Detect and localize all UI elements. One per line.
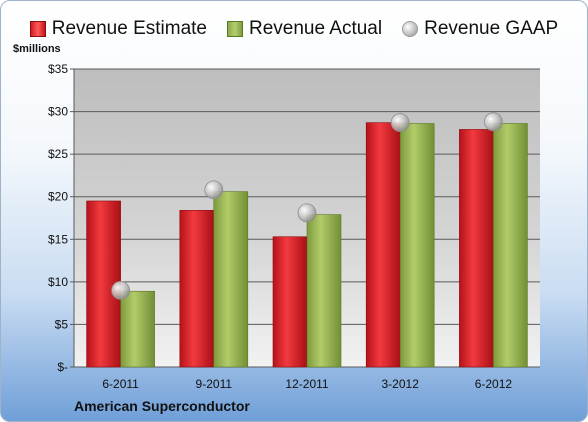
bar-revenue-actual	[120, 290, 155, 368]
bar-revenue-actual	[306, 214, 342, 368]
gaap-markers	[111, 112, 503, 300]
marker-revenue-gaap	[111, 280, 130, 300]
bar-revenue-actual	[399, 123, 435, 368]
x-tick-label: 6-2012	[475, 377, 513, 391]
chart-legend: Revenue Estimate Revenue Actual Revenue …	[1, 15, 587, 43]
bar-revenue-estimate	[272, 236, 308, 368]
x-tick-label: 9-2011	[196, 377, 233, 391]
company-label: American Superconductor	[74, 398, 250, 414]
legend-item-estimate: Revenue Estimate	[29, 18, 207, 40]
bar-revenue-estimate	[365, 122, 401, 368]
marker-revenue-gaap	[297, 203, 317, 223]
x-axis-ticks: 6-2011 9-2011 12-2011 3-2012 6-2012	[102, 377, 512, 391]
y-tick-label: $30	[48, 105, 68, 119]
marker-revenue-gaap	[204, 180, 224, 200]
y-tick-label: $35	[48, 62, 68, 76]
x-tick-label: 3-2012	[382, 377, 420, 391]
legend-label-estimate: Revenue Estimate	[51, 18, 207, 39]
y-tick-label: $5	[55, 317, 69, 331]
bars	[86, 122, 528, 368]
bar-revenue-estimate	[459, 129, 494, 368]
x-tick-label: 6-2011	[102, 377, 139, 391]
bar-revenue-actual	[213, 191, 249, 368]
legend-label-actual: Revenue Actual	[249, 18, 383, 39]
y-axis-unit-label: $millions	[13, 43, 61, 55]
y-tick-label: $20	[48, 190, 68, 204]
y-tick-label: $-	[57, 360, 68, 374]
bar-revenue-estimate	[179, 210, 215, 368]
legend-item-gaap: Revenue GAAP	[402, 18, 558, 40]
legend-swatch-estimate	[29, 21, 46, 37]
legend-item-actual: Revenue Actual	[227, 18, 382, 40]
y-tick-label: $25	[48, 147, 68, 161]
bar-revenue-actual	[493, 123, 528, 368]
y-axis-ticks: $- $5 $10 $15 $20 $25 $30 $35	[48, 62, 74, 374]
marker-revenue-gaap	[483, 112, 503, 132]
legend-label-gaap: Revenue GAAP	[424, 18, 559, 39]
legend-swatch-gaap	[402, 21, 419, 37]
legend-swatch-actual	[227, 21, 243, 37]
y-tick-label: $15	[48, 232, 68, 246]
marker-revenue-gaap	[390, 113, 410, 133]
x-tick-label: 12-2011	[285, 377, 328, 391]
y-tick-label: $10	[48, 275, 68, 289]
